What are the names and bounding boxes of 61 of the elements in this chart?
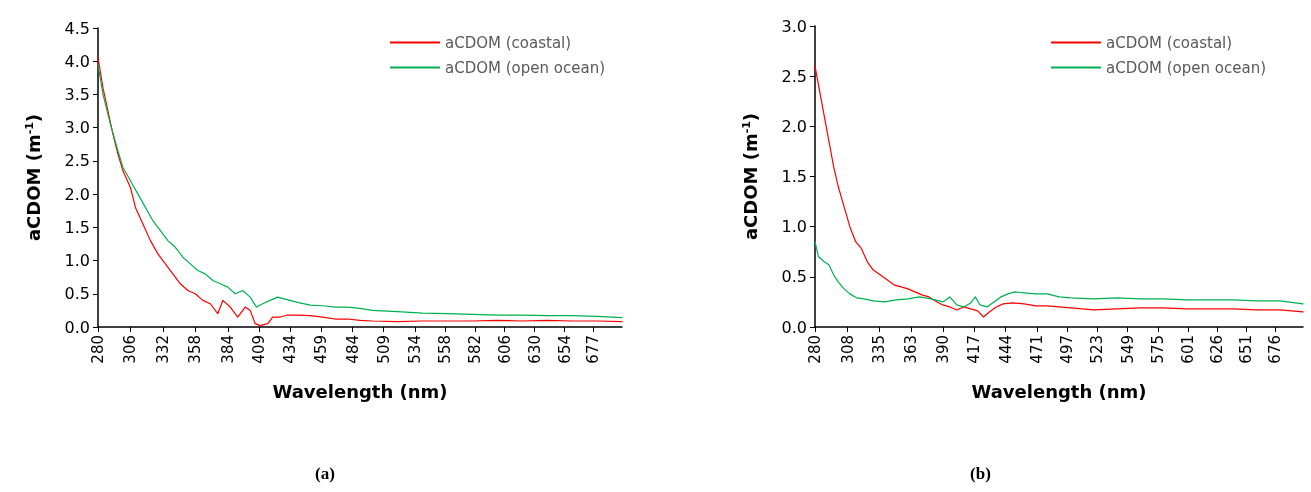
x-tick-label: 534 bbox=[405, 335, 424, 364]
y-tick-label: 2.0 bbox=[781, 116, 807, 136]
x-tick-label: 677 bbox=[584, 335, 603, 364]
x-tick-label: 306 bbox=[121, 335, 140, 364]
legend-label: aCDOM (open ocean) bbox=[445, 58, 606, 77]
x-tick-label: 606 bbox=[495, 335, 514, 364]
x-tick-label: 280 bbox=[89, 335, 107, 364]
x-axis-title: Wavelength (nm) bbox=[272, 380, 448, 402]
x-tick-label: 601 bbox=[1178, 335, 1197, 364]
y-axis-title: aCDOM (m-1) bbox=[23, 113, 44, 242]
y-axis-title: aCDOM (m-1) bbox=[740, 112, 761, 241]
x-tick-label: 384 bbox=[218, 335, 237, 364]
x-tick-label: 497 bbox=[1058, 335, 1077, 364]
x-tick-label: 626 bbox=[1208, 335, 1227, 364]
y-tick-label: 2.5 bbox=[64, 151, 90, 171]
x-tick-label: 409 bbox=[249, 335, 268, 364]
y-tick-label: 4.0 bbox=[64, 51, 90, 71]
y-tick-label: 1.5 bbox=[781, 167, 807, 186]
x-tick-label: 390 bbox=[933, 335, 952, 364]
x-tick-label: 471 bbox=[1027, 335, 1046, 364]
x-tick-label: 651 bbox=[1237, 335, 1256, 364]
y-tick-label: 0.5 bbox=[64, 284, 90, 304]
y-tick-label: 0.5 bbox=[781, 267, 807, 287]
x-tick-label: 335 bbox=[869, 335, 888, 364]
x-tick-label: 444 bbox=[996, 335, 1015, 364]
y-tick-label: 4.5 bbox=[64, 18, 90, 38]
y-tick-label: 3.0 bbox=[781, 16, 807, 36]
x-tick-label: 575 bbox=[1148, 335, 1167, 364]
legend-label: aCDOM (open ocean) bbox=[1106, 58, 1267, 77]
y-tick-label: 3.5 bbox=[64, 84, 90, 104]
x-tick-label: 549 bbox=[1118, 335, 1137, 364]
x-tick-label: 582 bbox=[465, 335, 484, 364]
x-tick-label: 509 bbox=[374, 335, 393, 364]
x-tick-label: 459 bbox=[312, 335, 331, 364]
x-tick-label: 523 bbox=[1088, 335, 1107, 364]
x-tick-label: 332 bbox=[153, 335, 172, 364]
text: (a) bbox=[315, 464, 335, 483]
x-tick-label: 363 bbox=[902, 335, 921, 364]
y-tick-label: 2.5 bbox=[781, 66, 807, 86]
y-tick-label: 1.0 bbox=[64, 251, 90, 271]
x-tick-label: 358 bbox=[186, 335, 205, 364]
legend-label: aCDOM (coastal) bbox=[1106, 33, 1233, 52]
x-tick-label: 558 bbox=[435, 335, 454, 364]
x-tick-label: 630 bbox=[525, 335, 544, 364]
line-series bbox=[814, 241, 1304, 308]
x-tick-label: 280 bbox=[806, 335, 824, 364]
y-tick-label: 1.5 bbox=[64, 217, 90, 237]
x-tick-label: 676 bbox=[1266, 335, 1285, 364]
y-tick-label: 0.0 bbox=[64, 317, 90, 337]
y-tick-label: 1.0 bbox=[781, 217, 807, 237]
x-tick-label: 434 bbox=[281, 335, 300, 364]
x-tick-label: 484 bbox=[343, 335, 362, 364]
x-tick-label: 654 bbox=[555, 335, 574, 364]
legend-label: aCDOM (coastal) bbox=[445, 33, 572, 52]
text: (b) bbox=[970, 464, 991, 483]
y-tick-label: 2.0 bbox=[64, 184, 90, 204]
x-tick-label: 308 bbox=[838, 335, 857, 364]
x-axis-title: Wavelength (nm) bbox=[971, 380, 1147, 402]
y-tick-label: 3.0 bbox=[64, 118, 90, 138]
x-tick-label: 417 bbox=[965, 335, 984, 364]
y-tick-label: 0.0 bbox=[781, 317, 807, 337]
